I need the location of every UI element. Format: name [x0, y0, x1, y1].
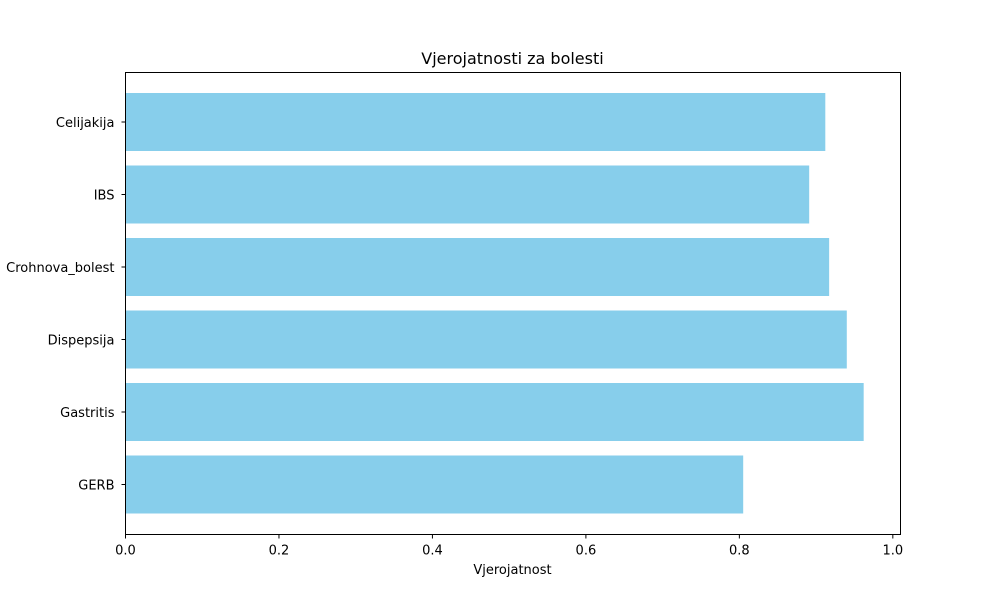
x-tick-label: 0.6	[576, 544, 597, 559]
x-tick-label: 0.2	[269, 544, 290, 559]
x-axis-ticks: 0.0 0.2 0.4 0.6 0.8 1.0	[115, 534, 903, 559]
y-tick-label: Celijakija	[56, 116, 115, 131]
x-tick-label: 0.4	[422, 544, 443, 559]
bar-dispepsija	[125, 310, 847, 369]
bar-celijakija	[125, 93, 826, 151]
y-tick-label: Crohnova_bolest	[6, 261, 114, 276]
y-axis-ticks: Celijakija IBS Crohnova_bolest Dispepsija Ga…	[6, 116, 126, 494]
x-tick-label: 0.0	[115, 544, 136, 559]
chart-title: Vjerojatnosti za bolesti	[421, 49, 603, 68]
x-tick-label: 0.8	[729, 544, 750, 559]
y-tick-label: Gastritis	[60, 406, 115, 421]
bars-layer	[125, 93, 864, 514]
bar-gerb	[125, 455, 744, 514]
plot-area-frame	[125, 72, 901, 535]
bar-crohnova-bolest	[125, 238, 830, 296]
x-axis-label: Vjerojatnost	[473, 563, 551, 578]
y-tick-label: Dispepsija	[48, 334, 115, 349]
x-tick-label: 1.0	[882, 544, 903, 559]
bar-gastritis	[125, 383, 864, 441]
y-tick-label: IBS	[94, 189, 115, 204]
y-tick-label: GERB	[78, 479, 114, 494]
bar-ibs	[125, 165, 810, 224]
